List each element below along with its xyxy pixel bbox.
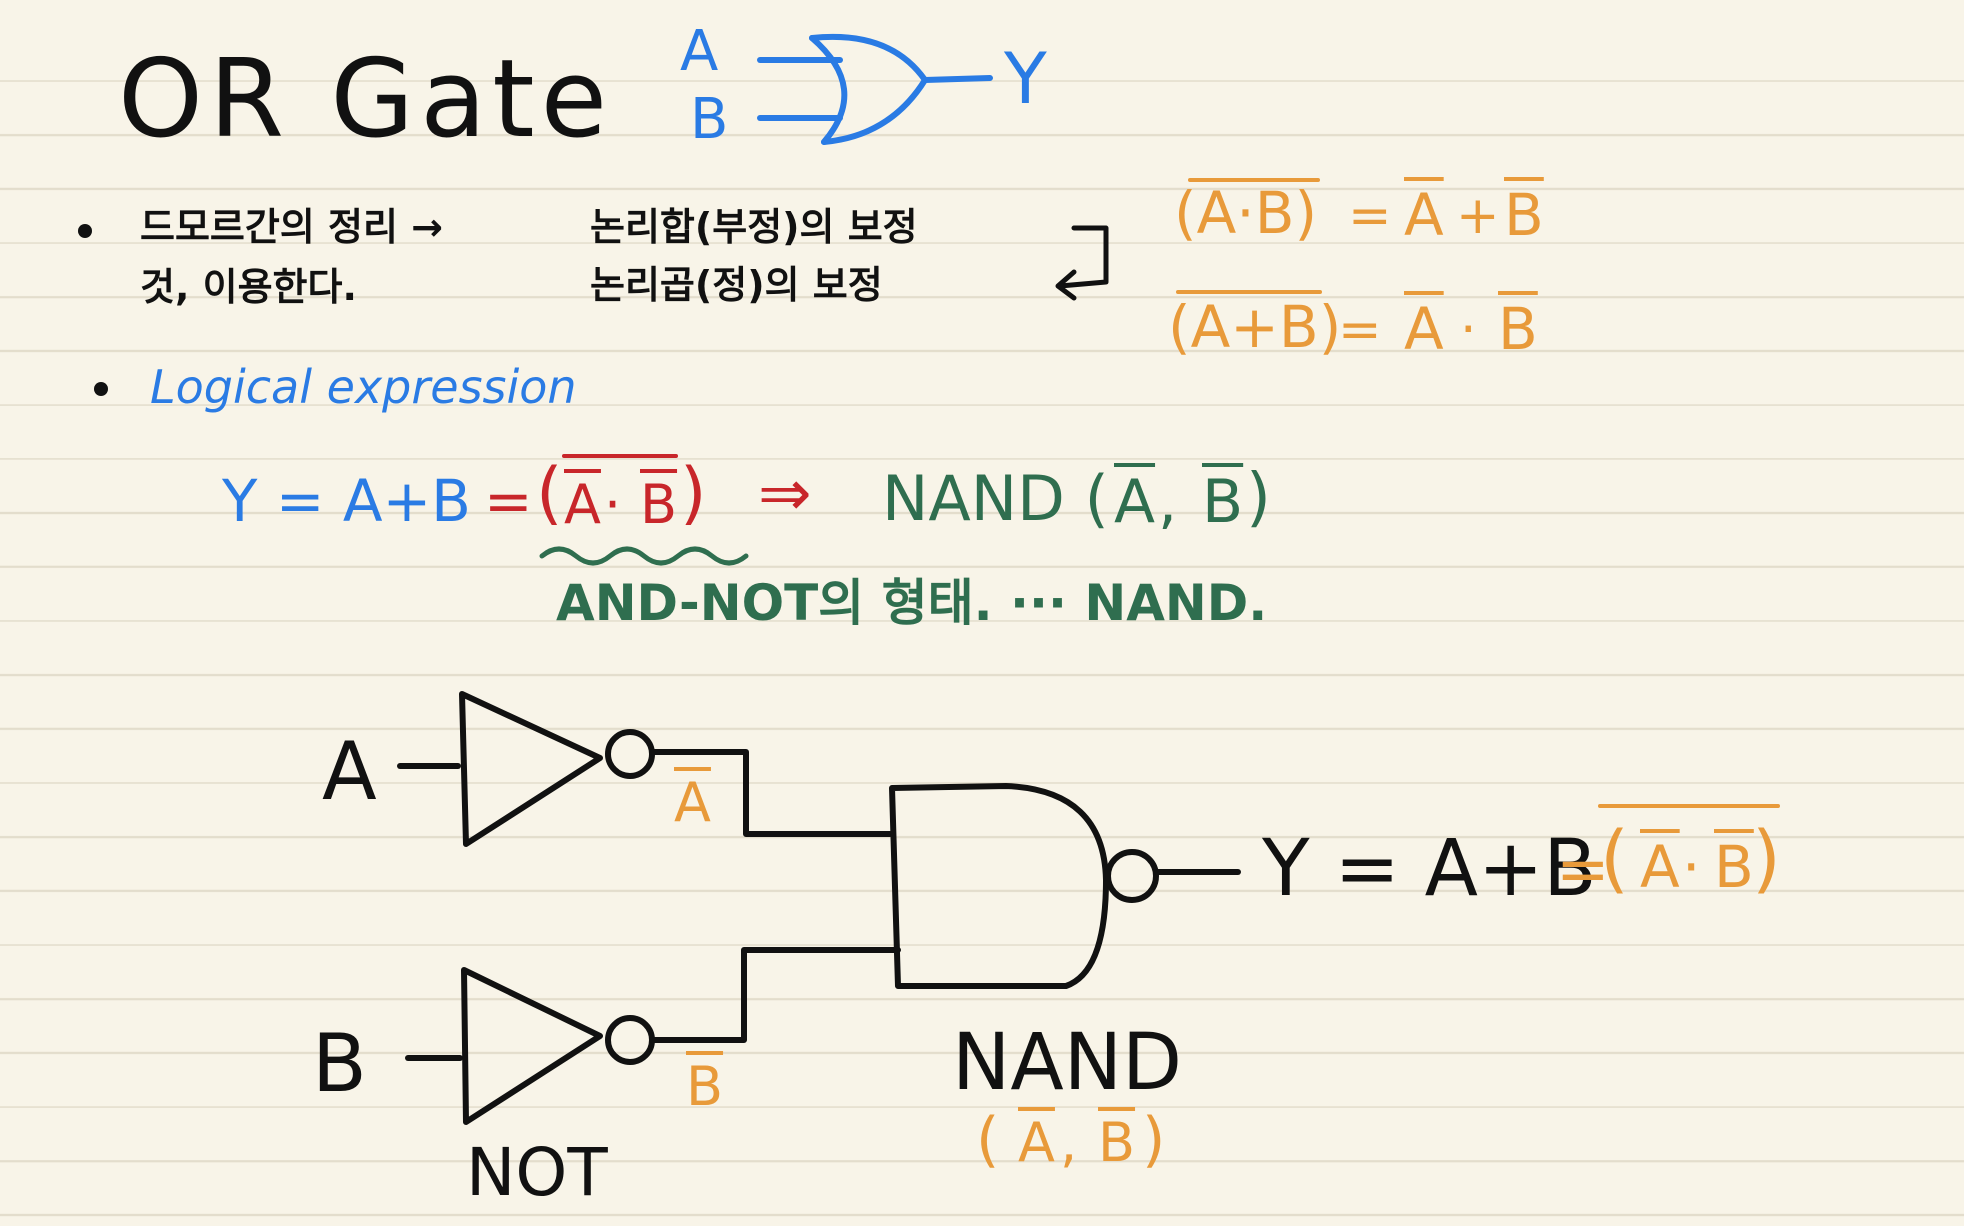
expr-red-a: A xyxy=(564,473,601,536)
nand-arg-b: B xyxy=(1202,467,1244,537)
circuit-output-expr: Y = A+B xyxy=(1262,824,1597,914)
law2-lhs-bar xyxy=(1176,290,1322,294)
or-symbol-output: Y xyxy=(1004,38,1047,120)
circuit-output-close: ) xyxy=(1752,816,1781,902)
law1-rhs-b: B xyxy=(1504,181,1544,249)
law1-lhs-bar xyxy=(1188,178,1320,182)
law1-eq: = xyxy=(1348,186,1392,246)
page-title: OR Gate xyxy=(118,37,614,162)
circuit-output-b: B xyxy=(1714,833,1754,901)
bullet1-line2: 것, 이용한다. xyxy=(140,265,357,309)
nand-args-a: A xyxy=(1018,1111,1055,1174)
expr-eq: = xyxy=(484,467,533,535)
expr-red-dot: · xyxy=(604,473,622,536)
law2-eq: = xyxy=(1338,300,1382,360)
circuit-output-bar xyxy=(1598,804,1780,808)
nand-arg-a: A xyxy=(1114,467,1156,537)
law2-op: · xyxy=(1460,300,1477,360)
nand-args-close: ) xyxy=(1142,1105,1166,1175)
nand-args-open: ( xyxy=(976,1105,1000,1175)
bullet-dot xyxy=(78,224,92,238)
circuit-output-dot: · xyxy=(1682,833,1701,901)
law2-lhs: (A+B) xyxy=(1168,293,1342,361)
circuit-input-a: A xyxy=(322,725,377,818)
bullet-dot xyxy=(94,382,108,396)
expr-paren-close: ) xyxy=(680,454,707,533)
not-b-output-label: B xyxy=(686,1055,724,1118)
nand-gate-label: NAND xyxy=(952,1018,1183,1108)
bullet1-right-line2: 논리곱(정)의 보정 xyxy=(590,263,883,307)
nand-args-b: B xyxy=(1098,1111,1136,1174)
bullet1-right-line1: 논리합(부정)의 보정 xyxy=(590,205,918,249)
circuit-input-b: B xyxy=(312,1017,367,1110)
law1-rhs-a: A xyxy=(1404,181,1444,249)
bullet1-line1: 드모르간의 정리 → xyxy=(140,205,444,249)
law1-op: + xyxy=(1456,186,1500,246)
circuit-output-open: ( xyxy=(1600,816,1629,902)
nand-suffix: ) xyxy=(1246,461,1271,535)
expr-paren-open: ( xyxy=(536,454,563,533)
nand-comma: , xyxy=(1158,467,1178,537)
expr-left: Y = A+B xyxy=(222,467,471,535)
circuit-output-eq: = xyxy=(1556,833,1610,907)
or-symbol-input-b: B xyxy=(690,87,729,152)
expr-red-b: B xyxy=(640,473,678,536)
bullet2-note: AND-NOT의 형태. ··· NAND. xyxy=(556,574,1268,632)
circuit-output-a: A xyxy=(1640,833,1680,901)
law2-rhs-a: A xyxy=(1404,295,1444,363)
implies-arrow-icon: ⇒ xyxy=(758,457,812,531)
not-gate-label: NOT xyxy=(466,1134,608,1211)
or-symbol-input-a: A xyxy=(680,19,719,84)
not-a-output-label: A xyxy=(674,771,711,834)
nand-args-comma: , xyxy=(1060,1111,1078,1174)
law1-lhs: (A·B) xyxy=(1174,179,1318,247)
law2-rhs-b: B xyxy=(1498,295,1538,363)
bullet2-label: Logical expression xyxy=(150,360,577,414)
nand-prefix: NAND ( xyxy=(882,462,1109,535)
expr-outer-bar xyxy=(562,454,678,458)
